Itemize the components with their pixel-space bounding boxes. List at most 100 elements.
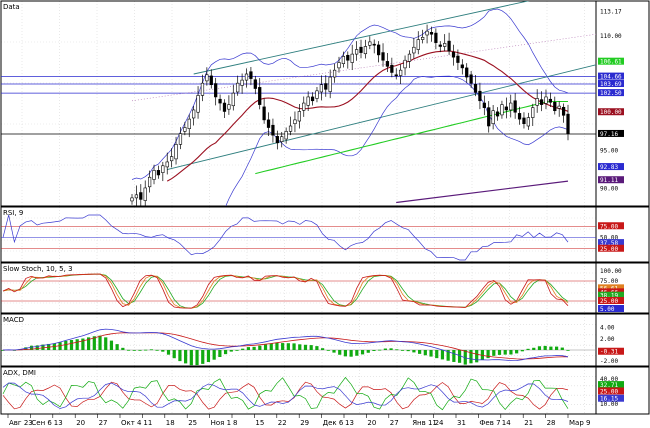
axis-tick-label: 25.00 [600, 246, 618, 253]
value-tag [598, 394, 624, 402]
candle-body [495, 111, 500, 117]
macd-histogram-bar [326, 350, 330, 351]
value-tag [598, 347, 624, 355]
macd-histogram-bar [286, 343, 290, 350]
candle-body [403, 59, 407, 69]
axis-tick-label: 100.00 [600, 109, 622, 116]
x-tick-label: Янв 11 [412, 419, 437, 427]
candle-layer [130, 24, 570, 206]
axis-tick-label: 4.00 [600, 325, 615, 332]
macd-histogram-bar [206, 350, 211, 363]
macd-histogram-bar [315, 346, 319, 350]
dotted-trend-line [131, 33, 596, 102]
candle [266, 112, 271, 136]
axis-tick-label: 75.00 [600, 278, 618, 285]
macd-histogram-bar [252, 346, 256, 350]
candle [275, 130, 279, 150]
macd-histogram-bar [189, 350, 193, 366]
candle [399, 64, 403, 84]
x-tick-label: Ноя 1 [211, 419, 231, 427]
candle-body [372, 43, 376, 46]
candle-body [244, 73, 249, 81]
axis-tick-label: 10.00 [600, 401, 618, 408]
candle [473, 74, 478, 97]
candle [509, 94, 513, 118]
panel-label: ADX, DMI [3, 369, 36, 377]
candle-body [249, 71, 253, 79]
macd-histogram-bar [218, 350, 222, 357]
candle [557, 101, 561, 117]
candle [152, 164, 156, 185]
macd-histogram-bar [172, 350, 176, 359]
moving-average-fast [166, 50, 569, 182]
x-tick-label: Фев 7 [479, 419, 500, 427]
candle [337, 56, 341, 73]
macd-histogram-bar [29, 345, 34, 350]
macd-histogram-bar [144, 349, 148, 351]
candle-body [297, 111, 301, 122]
candle [196, 86, 200, 119]
candle [332, 63, 337, 83]
candle [460, 59, 464, 75]
candle [200, 74, 205, 102]
macd-histogram-bar [263, 344, 268, 350]
x-tick-label: Окт 4 [121, 419, 142, 427]
x-tick-label: 29 [300, 419, 309, 427]
candle [390, 57, 394, 78]
macd-histogram-bar [440, 350, 445, 360]
candle [227, 95, 231, 115]
macd-histogram-bar [429, 350, 433, 357]
channel-upper-line [193, 1, 530, 75]
macd-line [2, 328, 569, 362]
candle [456, 49, 460, 71]
candle-body [482, 102, 486, 108]
x-tick-label: 20 [76, 419, 85, 427]
value-tag [598, 291, 624, 299]
candle-body [196, 95, 200, 113]
macd-histogram-bar [41, 344, 45, 350]
macd-histogram-bar [492, 350, 496, 356]
axis-tick-label: 103.69 [600, 81, 622, 88]
macd-histogram-bar [389, 348, 393, 350]
candle [372, 39, 376, 54]
x-tick-label: Сен 6 [31, 419, 52, 427]
candle [293, 111, 297, 133]
candle-body [531, 107, 535, 118]
macd-histogram-bar [161, 350, 165, 352]
candle-body [174, 144, 178, 160]
candle [553, 96, 557, 115]
adx-line [2, 382, 569, 409]
macd-histogram-bar [64, 340, 68, 350]
macd-histogram-bar [115, 344, 119, 350]
panel-adx: ADX, DMI [0, 366, 650, 415]
panel-background [1, 1, 649, 206]
candle-body [214, 83, 218, 98]
axis-tick-label: -2.00 [600, 358, 618, 365]
candle-body [231, 92, 235, 107]
axis-tick-label: 2.00 [600, 336, 615, 343]
candle-body [271, 124, 275, 136]
candle-body [451, 51, 456, 58]
candle-body [421, 36, 425, 40]
x-tick-label: 27 [99, 419, 108, 427]
candle [561, 103, 566, 123]
macd-histogram-bar [309, 345, 313, 350]
candle [130, 194, 134, 205]
candle-body [535, 98, 539, 106]
candle-body [222, 102, 227, 112]
candle [443, 34, 447, 52]
x-tick-label: Авг 23 [9, 419, 33, 427]
candle-body [332, 69, 337, 78]
bollinger-upper [131, 8, 569, 180]
candle [495, 107, 500, 121]
candle-body [143, 187, 147, 201]
macd-histogram-bar [275, 342, 279, 350]
candle [363, 39, 368, 59]
macd-histogram-bar [269, 343, 273, 350]
x-tick-label: 27 [390, 419, 399, 427]
candle-body [205, 74, 209, 82]
macd-histogram-bar [58, 342, 62, 350]
macd-histogram-bar [126, 349, 131, 351]
candle-body [566, 113, 570, 134]
candle-body [161, 165, 165, 173]
